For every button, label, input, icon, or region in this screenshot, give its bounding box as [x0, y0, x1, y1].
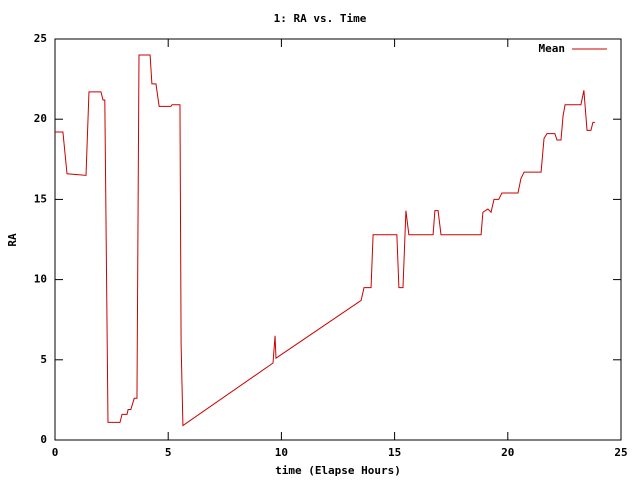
y-tick-label: 20 [34, 112, 47, 125]
y-tick-label: 5 [40, 353, 47, 366]
y-tick-label: 25 [34, 32, 47, 45]
y-tick-label: 10 [34, 273, 47, 286]
data-line [55, 54, 595, 427]
y-axis-label: RA [6, 233, 19, 247]
legend-label: Mean [539, 42, 566, 55]
x-tick-label: 10 [275, 446, 288, 459]
x-tick-label: 5 [165, 446, 172, 459]
x-tick-label: 25 [614, 446, 627, 459]
x-axis-label: time (Elapse Hours) [275, 464, 401, 477]
x-tick-label: 15 [388, 446, 401, 459]
x-tick-label: 0 [52, 446, 59, 459]
plot-frame [54, 38, 622, 441]
y-tick-label: 0 [40, 433, 47, 446]
y-tick-label: 15 [34, 192, 47, 205]
chart-title: 1: RA vs. Time [274, 12, 367, 25]
x-tick-label: 20 [501, 446, 514, 459]
